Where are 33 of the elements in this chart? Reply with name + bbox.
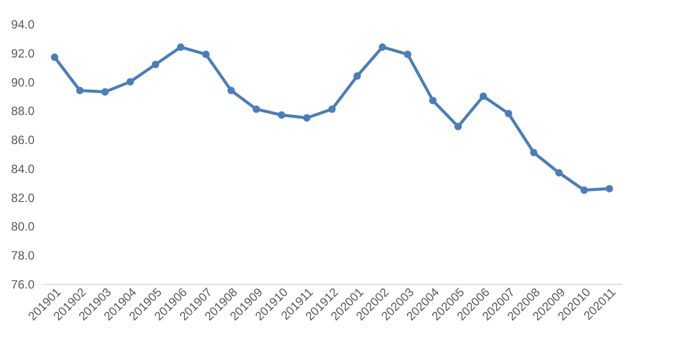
point <box>480 92 488 100</box>
point <box>126 78 134 86</box>
point <box>101 88 109 96</box>
point <box>354 72 361 80</box>
y-tick-label: 84.0 <box>11 162 35 176</box>
y-tick-label: 78.0 <box>11 248 35 263</box>
point <box>152 60 160 68</box>
point <box>580 186 588 194</box>
point <box>76 86 84 94</box>
point <box>176 43 184 51</box>
y-tick-label: 92.0 <box>11 46 35 60</box>
point <box>530 148 538 156</box>
point <box>202 50 210 58</box>
point <box>404 50 412 58</box>
point <box>278 111 286 119</box>
point <box>328 106 336 113</box>
point <box>555 169 563 176</box>
y-tick-label: 90.0 <box>11 75 35 90</box>
y-tick-label: 76.0 <box>11 278 35 292</box>
y-tick-label: 86.0 <box>11 133 35 148</box>
point <box>606 184 614 192</box>
point <box>504 110 512 118</box>
point <box>252 106 260 113</box>
y-tick-label: 94.0 <box>11 18 35 32</box>
y-tick-label: 82.0 <box>11 190 35 205</box>
y-tick-label: 88.0 <box>11 104 35 118</box>
y-tick-label: 80.0 <box>11 220 35 234</box>
point <box>429 96 437 104</box>
point <box>378 43 386 51</box>
point <box>303 114 310 122</box>
point <box>227 86 235 94</box>
point <box>50 54 58 61</box>
point <box>454 122 462 130</box>
